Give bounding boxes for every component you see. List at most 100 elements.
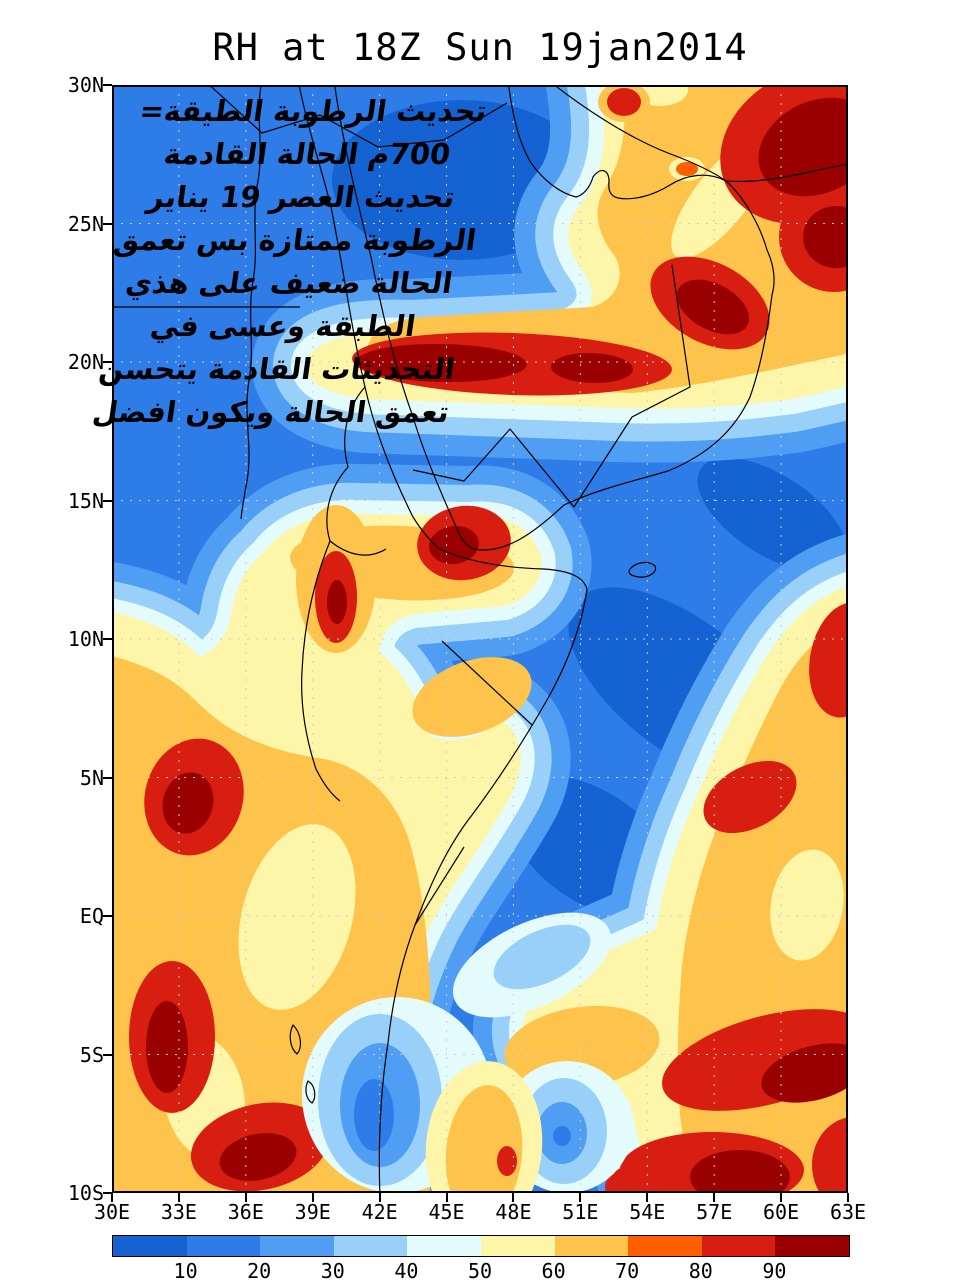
chart-title: RH at 18Z Sun 19jan2014: [212, 26, 748, 69]
coastline-border: [441, 640, 533, 726]
lat-tick: [103, 1053, 112, 1056]
colorbar-segment: [260, 1236, 334, 1256]
annotation-line: الطبقة وعسى في: [148, 309, 418, 343]
lat-tick: [103, 638, 112, 640]
contour-fill: [354, 1079, 394, 1151]
contour-fill: [770, 849, 844, 961]
colorbar-segment: [186, 1236, 261, 1256]
map-frame: [112, 85, 848, 1193]
lat-tick-label: 5S: [79, 1042, 104, 1067]
lat-tick: [103, 776, 112, 779]
colorbar-tick-label: 80: [688, 1259, 713, 1280]
lat-tick: [103, 361, 112, 363]
annotation-line: تحديث العصر 19 يناير: [145, 180, 458, 214]
lat-tick-label: 10S: [67, 1181, 104, 1205]
lon-tick-label: 45E: [428, 1200, 465, 1224]
lat-tick-label: 25N: [67, 211, 104, 236]
coastline-border: [301, 540, 341, 802]
lat-tick-label: 5N: [79, 765, 104, 790]
contour-fill: [812, 1117, 848, 1193]
colorbar-segment: [701, 1236, 776, 1256]
lon-tick: [378, 1193, 381, 1202]
colorbar-segment: [407, 1236, 481, 1256]
lon-tick-label: 42E: [361, 1200, 398, 1224]
colorbar-segment: [333, 1236, 408, 1256]
lat-tick-label: EQ: [79, 904, 104, 928]
lon-tick-label: 57E: [696, 1200, 733, 1224]
contour-fill: [551, 352, 633, 384]
coastline-border: [628, 561, 657, 578]
coastline-border: [240, 85, 262, 520]
lat-tick: [103, 499, 112, 502]
coastline-border: [326, 386, 387, 556]
colorbar-tick-label: 90: [762, 1259, 787, 1280]
coastline-border: [553, 85, 727, 182]
colorbar-tick-label: 30: [320, 1259, 345, 1280]
lon-tick: [512, 1193, 515, 1202]
lon-tick-label: 48E: [495, 1200, 532, 1224]
colorbar-segment: [113, 1236, 187, 1256]
colorbar-tick-label: 50: [467, 1259, 493, 1280]
annotation-line: التحديثات القادمة يتحسن: [96, 352, 458, 386]
contour-fill: [357, 343, 527, 383]
lon-tick: [646, 1193, 649, 1202]
lon-tick-label: 33E: [160, 1200, 197, 1224]
coastline-border: [298, 85, 439, 549]
lon-tick: [847, 1193, 849, 1202]
coastline-border: [289, 1024, 302, 1055]
lon-tick-label: 51E: [562, 1200, 599, 1224]
contour-fill: [219, 1133, 297, 1181]
contour-fill: [605, 1163, 689, 1193]
contour-fill: [146, 1001, 188, 1093]
coastline-border: [414, 846, 465, 926]
annotation-line: 700م الحالة القادمة: [161, 137, 453, 171]
contour-fill: [412, 657, 532, 737]
coastline-border: [334, 85, 775, 551]
colorbar-tick-label: 70: [615, 1259, 640, 1280]
lat-tick: [103, 915, 112, 917]
annotation-line: الحالة ضعيف على هذي: [123, 266, 455, 300]
coastline-border: [305, 1080, 316, 1104]
contour-fill: [429, 525, 479, 565]
lat-tick: [103, 1192, 112, 1194]
lon-tick: [780, 1193, 783, 1202]
lon-tick-label: 36E: [227, 1200, 264, 1224]
lon-tick: [579, 1193, 582, 1202]
coastline-border: [725, 163, 848, 182]
contour-fill: [676, 162, 698, 176]
lon-tick-label: 39E: [294, 1200, 331, 1224]
annotation-overlay: تحديث الرطوبة الطيقة= 700م الحالة القادمة…: [82, 90, 502, 434]
colorbar: [112, 1235, 850, 1257]
annotation-line: الرطوبة ممتازة بس تعمق: [111, 223, 479, 257]
lat-tick-label: 10N: [67, 627, 104, 651]
contour-fill: [697, 457, 847, 573]
colorbar-tick-label: 20: [247, 1259, 272, 1280]
contour-fill: [445, 1085, 523, 1193]
colorbar-segment: [480, 1236, 555, 1256]
coastline-border: [412, 264, 691, 508]
colorbar-segment: [554, 1236, 629, 1256]
rh-contour-map: [112, 85, 848, 1193]
contour-fill: [676, 279, 750, 335]
lat-tick: [103, 84, 112, 86]
lat-tick: [103, 222, 112, 225]
lon-tick: [111, 1193, 113, 1202]
annotation-line: تحديث الرطوبة الطيقة=: [137, 94, 490, 128]
colorbar-tick-label: 40: [394, 1259, 419, 1280]
lon-tick: [177, 1193, 180, 1202]
contour-fill: [803, 206, 848, 268]
contour-fill: [238, 824, 356, 1010]
lon-tick: [713, 1193, 716, 1202]
contour-fill: [327, 580, 347, 624]
coastline-border: [208, 85, 508, 148]
annotation-line: تعمق الحالة ويكون افضل: [90, 395, 452, 429]
contour-plot-canvas: [112, 85, 848, 1193]
lon-tick: [244, 1193, 247, 1202]
colorbar-tick-label: 60: [541, 1259, 566, 1280]
colorbar-segment: [775, 1236, 849, 1256]
lon-tick-label: 30E: [93, 1200, 131, 1224]
lon-tick-label: 54E: [629, 1200, 666, 1224]
lon-tick: [311, 1193, 314, 1202]
contour-fill: [703, 760, 797, 834]
